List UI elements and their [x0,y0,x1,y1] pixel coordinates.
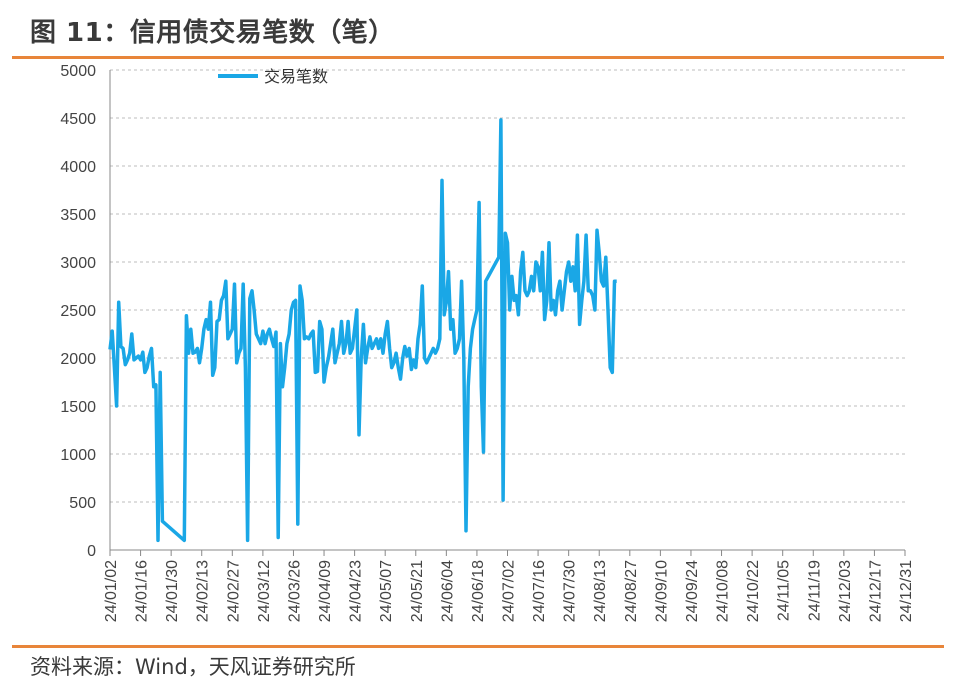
bottom-rule [12,645,944,648]
grid-lines [110,69,905,503]
x-tick-label: 24/03/12 [256,560,273,622]
y-tick-label: 2000 [60,351,96,368]
y-tick-label: 0 [87,543,96,560]
x-tick-label: 24/04/09 [317,560,334,622]
y-axis: 0 500 1000 1500 2000 2500 3000 3500 4000 4500 5000 [60,63,111,560]
x-axis: 24/01/02 24/01/16 24/01/30 24/02/13 24/02/27… [103,549,915,622]
x-tick-label: 24/06/04 [439,560,456,622]
x-tick-label: 24/01/16 [134,560,151,622]
x-tick-label: 24/04/23 [348,560,365,622]
y-tick-label: 3000 [60,255,96,272]
x-tick-label: 24/09/24 [684,560,701,622]
source-note: 资料来源：Wind，天风证券研究所 [30,655,356,679]
figure-title: 图 11：信用债交易笔数（笔） [30,18,395,48]
x-tick-label: 24/01/30 [164,560,181,622]
y-tick-label: 1500 [60,399,96,416]
x-tick-label: 24/05/21 [409,560,426,622]
series-line-trades [108,118,617,543]
x-tick-label: 24/02/27 [225,560,242,622]
x-tick-label: 24/02/13 [195,560,212,622]
y-tick-label: 1000 [60,447,96,464]
x-tick-label: 24/12/03 [837,560,854,622]
x-tick-label: 24/01/02 [103,560,120,622]
x-tick-label: 24/12/31 [898,560,915,622]
x-tick-label: 24/10/22 [745,560,762,622]
x-tick-label: 24/08/13 [592,560,609,622]
y-tick-label: 2500 [60,303,96,320]
legend-label: 交易笔数 [264,67,328,86]
x-tick-label: 24/11/05 [776,560,793,621]
top-rule [12,56,944,59]
legend: 交易笔数 [218,67,328,86]
y-tick-label: 5000 [60,63,96,80]
x-tick-label: 24/10/08 [715,560,732,622]
x-tick-label: 24/07/30 [562,560,579,622]
y-tick-label: 500 [69,495,96,512]
x-tick-label: 24/06/18 [470,560,487,622]
y-tick-label: 3500 [60,207,96,224]
x-tick-label: 24/07/02 [501,560,518,622]
x-tick-label: 24/07/16 [531,560,548,622]
x-tick-label: 24/08/27 [623,560,640,622]
x-tick-label: 24/05/07 [378,560,395,622]
x-tick-label: 24/09/10 [653,560,670,622]
x-tick-label: 24/11/19 [806,560,823,621]
y-tick-label: 4500 [60,111,96,128]
y-tick-label: 4000 [60,159,96,176]
x-tick-label: 24/12/17 [867,560,884,622]
x-tick-label: 24/03/26 [286,560,303,622]
